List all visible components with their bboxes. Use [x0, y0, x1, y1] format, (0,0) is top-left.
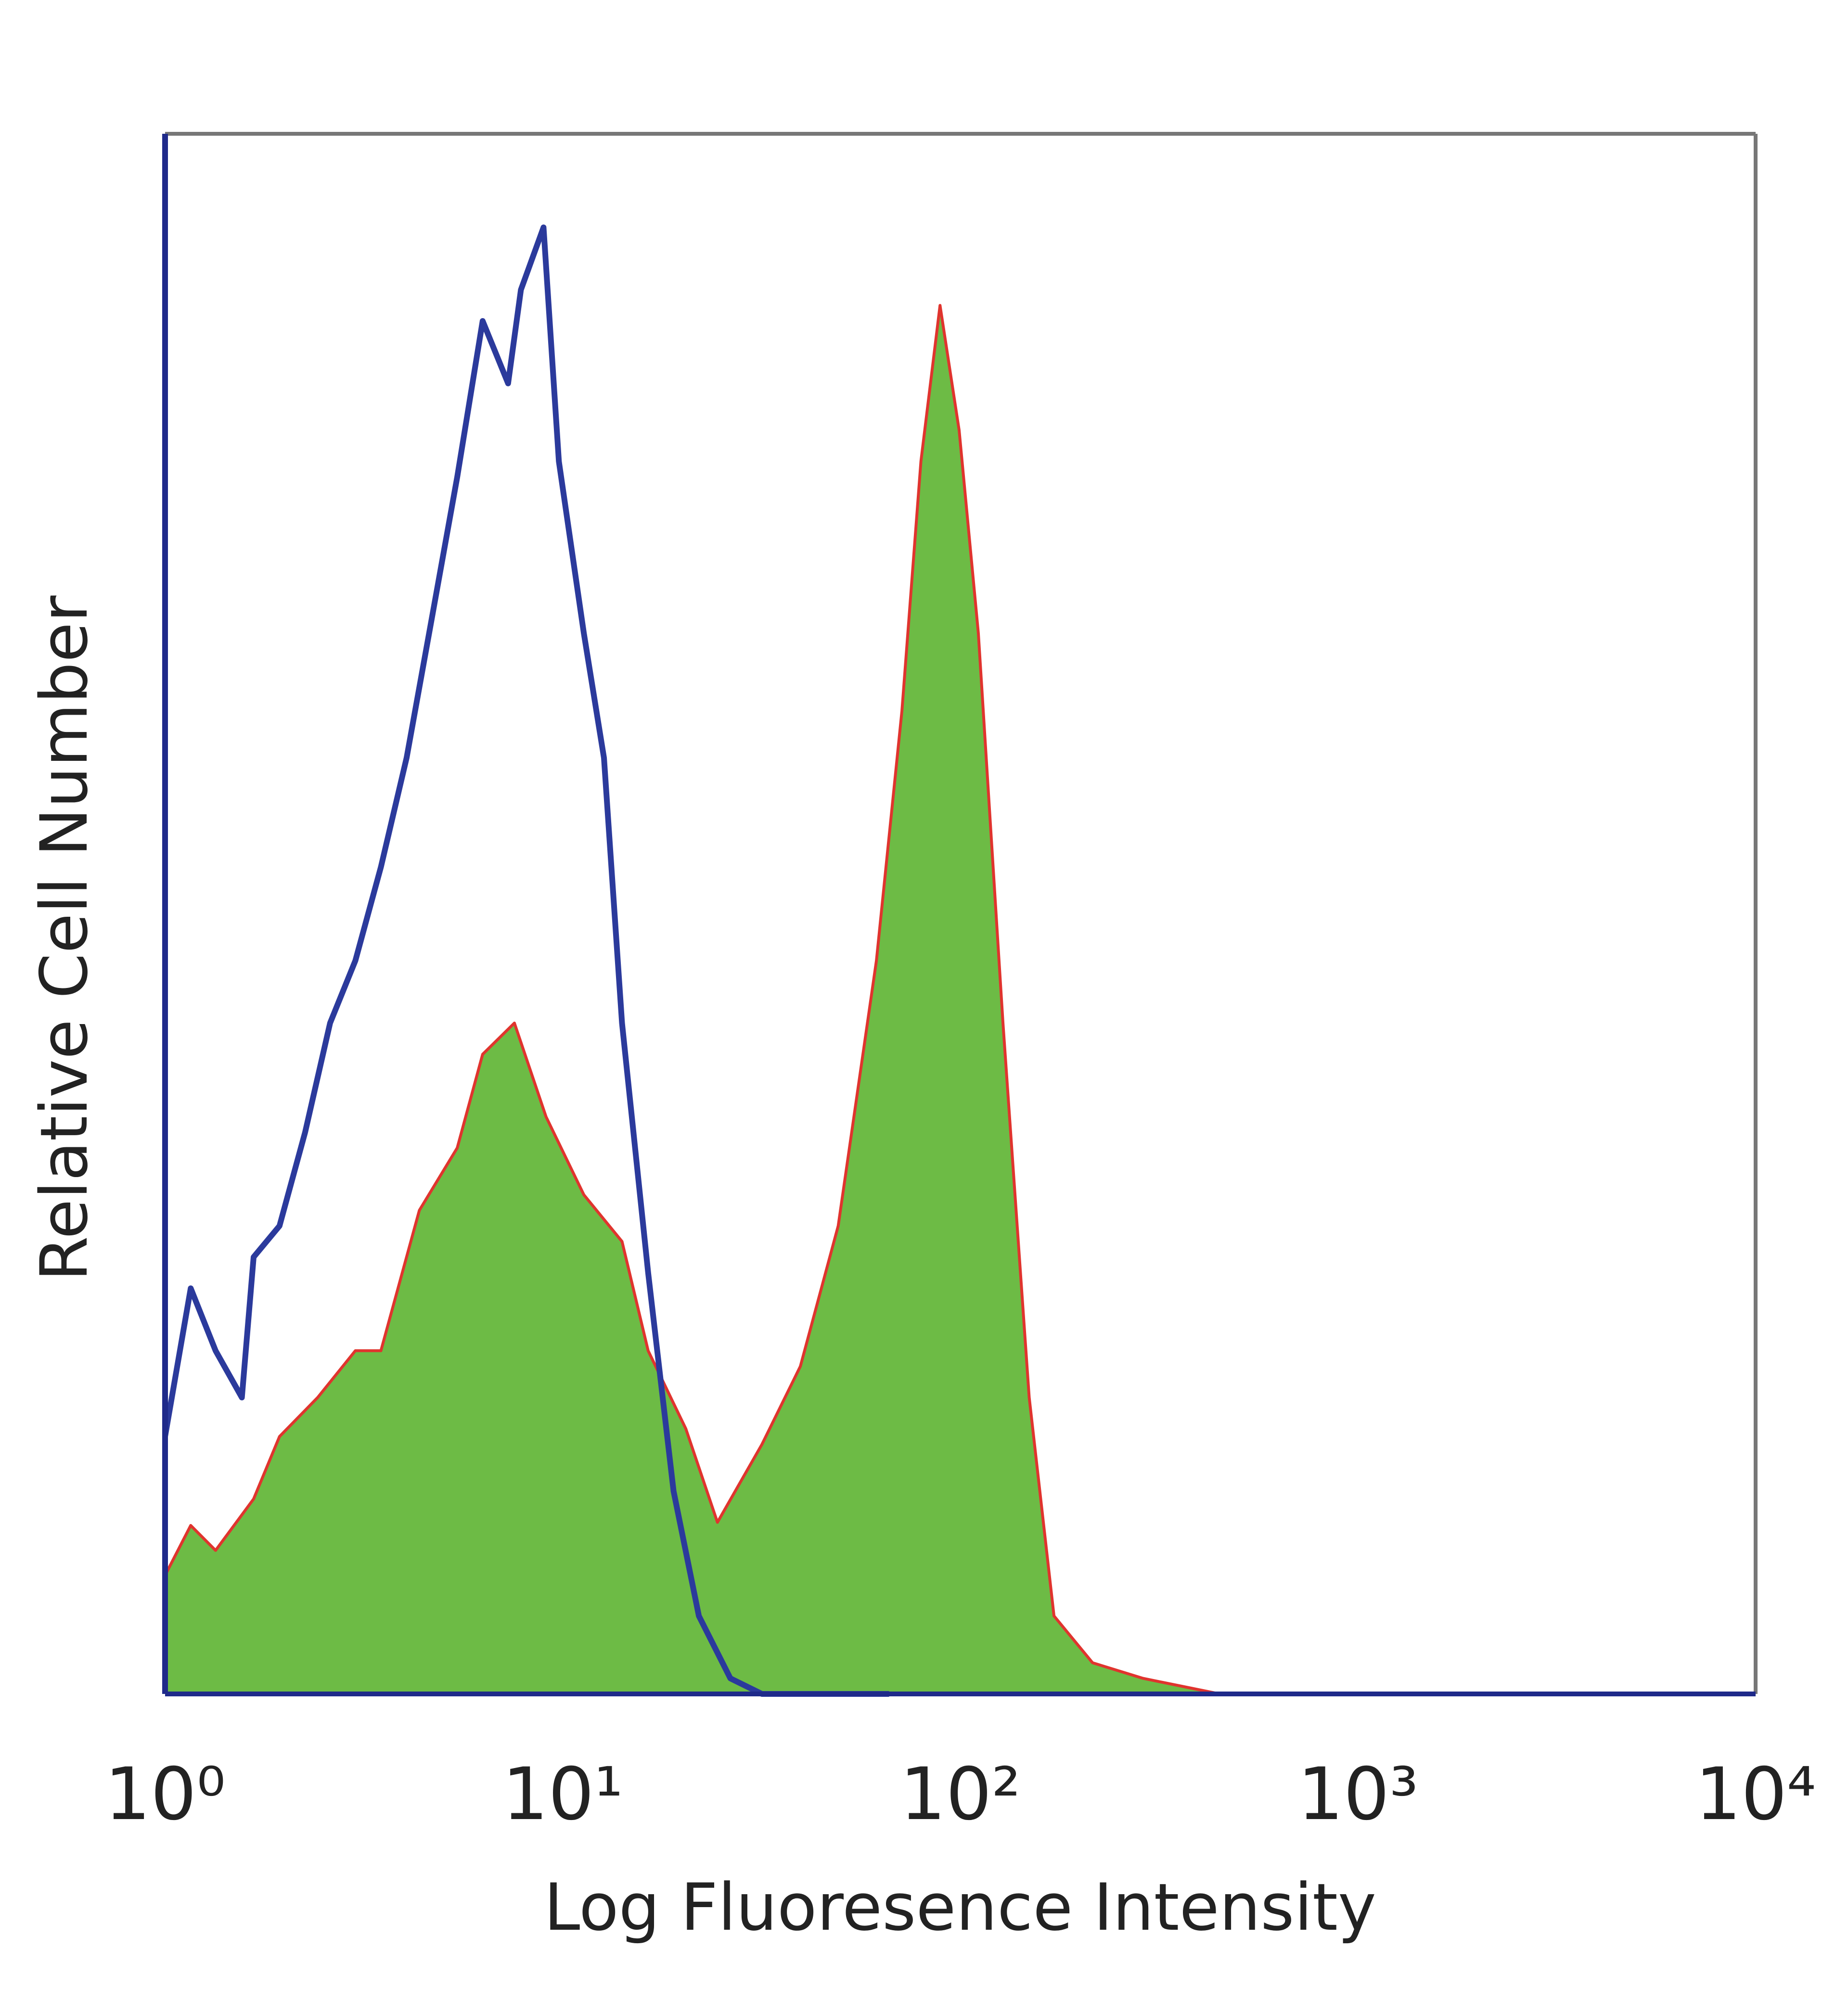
x-tick-label: 10³: [1297, 1753, 1418, 1836]
histogram-area: [165, 305, 1270, 1694]
x-tick-label: 10²: [900, 1753, 1021, 1836]
y-axis-label: Relative Cell Number: [26, 595, 102, 1281]
histogram-line: [164, 304, 1270, 1695]
histogram-line: [162, 224, 889, 1697]
x-tick-label: 10⁴: [1695, 1753, 1816, 1836]
x-tick-label: 10¹: [502, 1753, 623, 1836]
x-tick-label: 10⁰: [104, 1753, 225, 1836]
x-axis-label: Log Fluoresence Intensity: [544, 1870, 1376, 1945]
